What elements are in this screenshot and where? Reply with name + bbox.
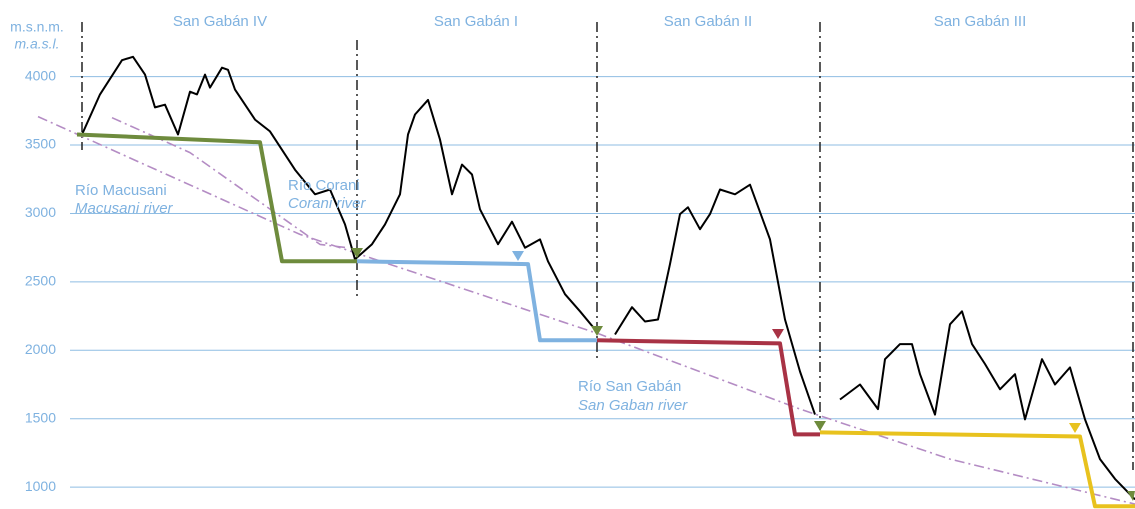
river-label: Río San Gabán (578, 378, 681, 395)
section-label: San Gabán III (934, 13, 1027, 30)
y-tick-label: 2500 (25, 273, 56, 289)
y-tick-label: 1000 (25, 478, 56, 494)
section-label: San Gabán IV (173, 13, 267, 30)
dividers (81, 22, 1134, 470)
y-tick-label: 2000 (25, 341, 56, 357)
y-tick-label: 1500 (25, 409, 56, 425)
river-label: Macusani river (75, 200, 174, 217)
marker (512, 251, 524, 261)
labels: 1000 1500 2000 2500 3000 3500 4000 San Gabán IV… (25, 13, 1026, 494)
section-label: San Gabán II (664, 13, 752, 30)
y-tick-label: 3500 (25, 136, 56, 152)
marker (772, 329, 784, 339)
series-line (111, 116, 346, 249)
lines (37, 55, 1135, 509)
y-axis-label: m.a.s.l. (14, 36, 59, 52)
river-label: Río Macusani (75, 182, 167, 199)
series-line (596, 338, 820, 437)
marker (1127, 491, 1135, 501)
river-label: San Gaban river (578, 397, 688, 414)
y-axis-label: m.s.n.m. (10, 19, 64, 35)
marker (591, 326, 603, 336)
series-line (81, 55, 1135, 501)
grid (70, 76, 1135, 488)
marker (351, 248, 363, 258)
series-line (37, 115, 1135, 505)
river-label: Corani river (288, 195, 367, 212)
series-line (819, 430, 1135, 509)
series-line (356, 259, 597, 343)
series-line (76, 132, 357, 264)
marker (1069, 423, 1081, 433)
y-tick-label: 4000 (25, 67, 56, 83)
markers (351, 248, 1135, 501)
river-label: Río Corani (288, 177, 360, 194)
marker (814, 421, 826, 431)
y-tick-label: 3000 (25, 204, 56, 220)
section-label: San Gabán I (434, 13, 518, 30)
